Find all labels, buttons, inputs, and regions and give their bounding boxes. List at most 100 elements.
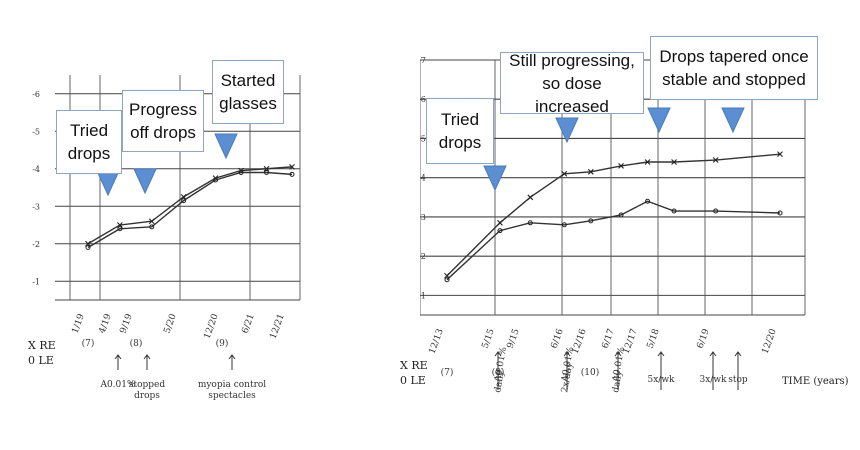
data-point-right-eye [85,240,91,247]
legend-left-eye: 0 LE [400,374,426,387]
up-pointer-head-icon [228,354,236,360]
x-tick-note: (7) [441,367,454,378]
data-point-left-eye [264,170,269,175]
x-tick-label: 9/15 [506,327,522,350]
callout-started-glasses: Started glasses [212,60,284,124]
x-tick-label: 5/15 [481,327,497,350]
data-point-right-eye [527,194,534,201]
legend-right-eye: X RE [400,359,428,372]
indicator-arrow-icon [214,133,238,160]
x-tick-label: 12/20 [203,312,221,340]
data-point-left-eye [85,245,91,250]
callout-drops-tapered: Drops tapered once stable and stopped [650,36,818,100]
y-tick-label: -3 [420,213,426,222]
data-point-right-eye [497,219,503,226]
y-tick-label: -1 [420,291,426,300]
data-point-left-eye [497,228,503,234]
data-point-right-eye [777,151,783,158]
indicator-arrow-icon [483,165,507,192]
x-tick-label: 12/13 [428,327,446,355]
y-tick-label: -7 [420,56,426,65]
annotation-note: spectacles [208,391,256,401]
right-chart-arrows [483,107,745,192]
callout-tried-drops-right: Tried drops [426,98,494,164]
right-legend: X RE 0 LE [400,358,428,388]
series-line-right-eye [87,166,293,245]
legend-left-eye: 0 LE [28,354,54,367]
callout-tried-drops-left: Tried drops [56,110,122,174]
data-point-left-eye [618,212,624,218]
y-tick-label: -4 [420,174,426,183]
left-chart-arrows [96,133,238,197]
left-chart-pointers [114,354,236,370]
right-chart-notes: A0.01%daily A0.01%2x/day A0.01%daily 5x/wk 3… [493,346,748,394]
x-tick-label: 12/20 [761,327,779,355]
x-tick-label: 1/19 [71,312,87,335]
x-tick-note: (10) [581,367,599,378]
x-tick-label: 12/21 [269,313,287,341]
right-chart-x-ticks: 12/13(7)5/15(8)9/15 6/16 12/16(10)6/17 12/1… [428,327,779,378]
right-chart-series [444,151,783,283]
series-line-left-eye [446,200,781,281]
data-point-left-eye [561,222,567,228]
data-point-left-eye [213,177,218,183]
indicator-arrow-icon [647,107,671,134]
x-axis-label: TIME (years) [782,376,849,387]
indicator-arrow-icon [721,107,745,134]
left-chart-series [85,163,295,250]
data-point-right-eye [148,218,155,225]
annotation-note: stopped [129,380,166,390]
indicator-arrow-icon [133,168,157,195]
left-legend: X RE 0 LE [28,338,56,368]
data-point-right-eye [289,163,295,170]
indicator-arrow-icon [555,117,579,144]
up-pointer-head-icon [614,351,622,357]
up-pointer-head-icon [563,351,571,357]
y-tick-label: -3 [32,202,40,211]
right-chart-pointers [494,351,742,390]
x-tick-label: 6/19 [696,327,712,350]
annotation-note: A0.01% [99,380,136,390]
data-point-right-eye [618,163,624,169]
data-point-right-eye [671,159,677,165]
x-tick-note: (8) [130,338,143,349]
x-tick-note: (7) [82,338,95,349]
data-point-right-eye [712,157,719,163]
left-chart: -1 -2 -3 -4 -5 -6 1/19 (7)4/19 9/19 (8) 5/20 12/20… [32,75,301,401]
up-pointer-head-icon [143,354,151,360]
y-tick-label: -2 [32,240,40,249]
up-pointer-head-icon [709,351,717,357]
data-point-left-eye [588,218,594,224]
legend-right-eye: X RE [28,339,56,352]
data-point-left-eye [713,208,719,214]
callout-still-progressing: Still progressing, so dose increased [500,51,644,116]
data-point-right-eye [561,170,568,177]
x-tick-label: 5/18 [646,327,662,350]
x-tick-label: 9/19 [119,312,135,335]
up-pointer-head-icon [494,351,502,357]
left-chart-y-ticks: -1 -2 -3 -4 -5 -6 [32,90,40,287]
data-point-left-eye [149,224,155,230]
y-tick-label: -2 [420,252,426,261]
y-tick-label: -5 [420,134,426,143]
up-pointer-head-icon [114,354,122,360]
x-tick-note: (9) [216,338,229,349]
data-point-left-eye [181,198,187,204]
data-point-left-eye [238,170,244,175]
x-tick-label: 6/21 [241,313,257,335]
x-tick-label: 5/20 [163,312,179,335]
data-point-left-eye [777,210,783,216]
data-point-left-eye [527,220,533,226]
y-tick-label: -1 [32,277,40,286]
data-point-right-eye [263,165,270,172]
series-line-right-eye [446,153,781,277]
annotation-note: daily [493,369,507,393]
data-point-left-eye [671,208,677,214]
data-point-right-eye [587,168,594,175]
data-point-left-eye [117,226,123,232]
x-tick-label: 6/17 [601,327,617,350]
up-pointer-head-icon [657,351,665,357]
annotation-note: drops [134,391,160,401]
data-point-left-eye [645,198,651,204]
